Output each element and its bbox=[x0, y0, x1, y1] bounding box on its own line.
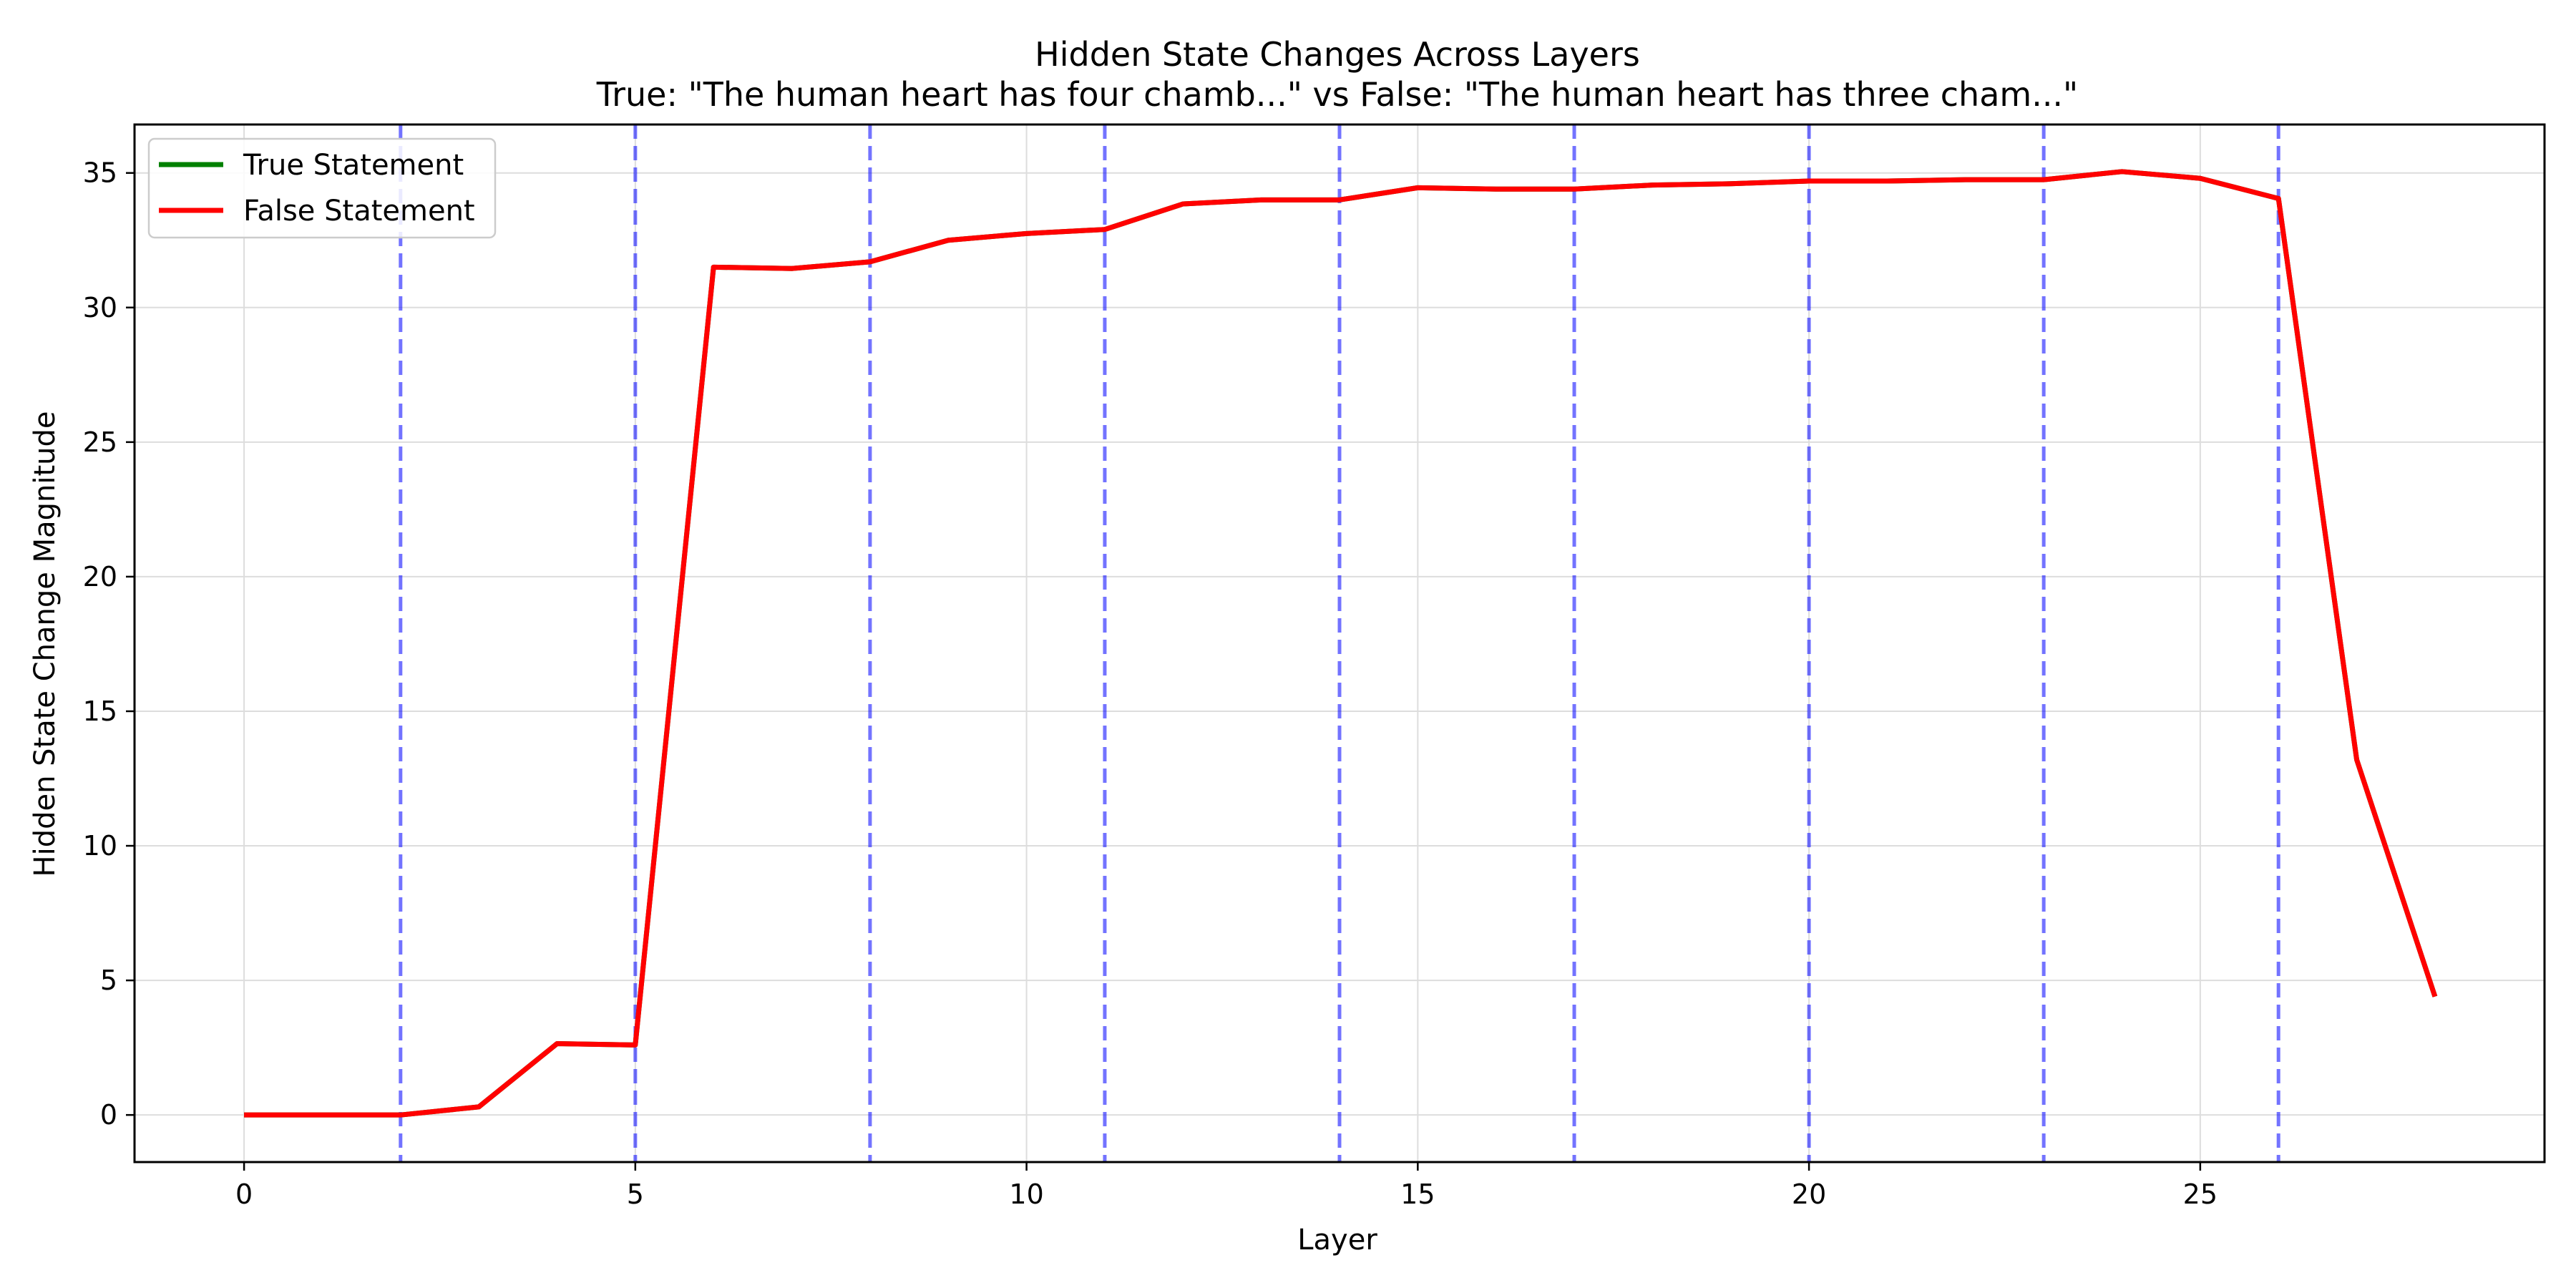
y-tick-label: 25 bbox=[83, 426, 117, 458]
y-tick-label: 15 bbox=[83, 696, 117, 727]
legend-box bbox=[147, 137, 497, 239]
y-tick-label: 35 bbox=[83, 157, 117, 189]
y-tick-label: 20 bbox=[83, 561, 117, 592]
x-tick-label: 10 bbox=[1009, 1179, 1043, 1210]
data-series bbox=[244, 169, 2438, 1118]
chart-title: Hidden State Changes Across Layers bbox=[1035, 35, 1640, 74]
y-tick-label: 5 bbox=[100, 965, 117, 996]
y-axis-label: Hidden State Change Magnitude bbox=[29, 411, 62, 877]
x-tick-label: 0 bbox=[235, 1179, 253, 1210]
y-tick-label: 0 bbox=[100, 1099, 117, 1131]
axes bbox=[126, 123, 2546, 1171]
x-axis-label: Layer bbox=[1297, 1224, 1377, 1257]
y-tick-label: 10 bbox=[83, 830, 117, 862]
x-tick-label: 20 bbox=[1792, 1179, 1826, 1210]
plot-frame bbox=[133, 123, 2546, 1163]
legend-label: True Statement bbox=[243, 149, 464, 182]
layer-marker-lines bbox=[399, 125, 2280, 1162]
x-tick-label: 5 bbox=[627, 1179, 644, 1210]
series-line bbox=[244, 169, 2438, 1118]
tick-labels: 0 5 10 15 20 25 0 5 10 15 20 25 30 35 bbox=[83, 157, 2218, 1210]
x-tick-label: 15 bbox=[1400, 1179, 1435, 1210]
x-tick-label: 25 bbox=[2183, 1179, 2218, 1210]
y-tick-label: 30 bbox=[83, 292, 117, 323]
legend-label: False Statement bbox=[243, 195, 475, 228]
chart-subtitle: True: "The human heart has four chamb...… bbox=[596, 75, 2078, 114]
legend: True Statement False Statement bbox=[147, 137, 497, 239]
